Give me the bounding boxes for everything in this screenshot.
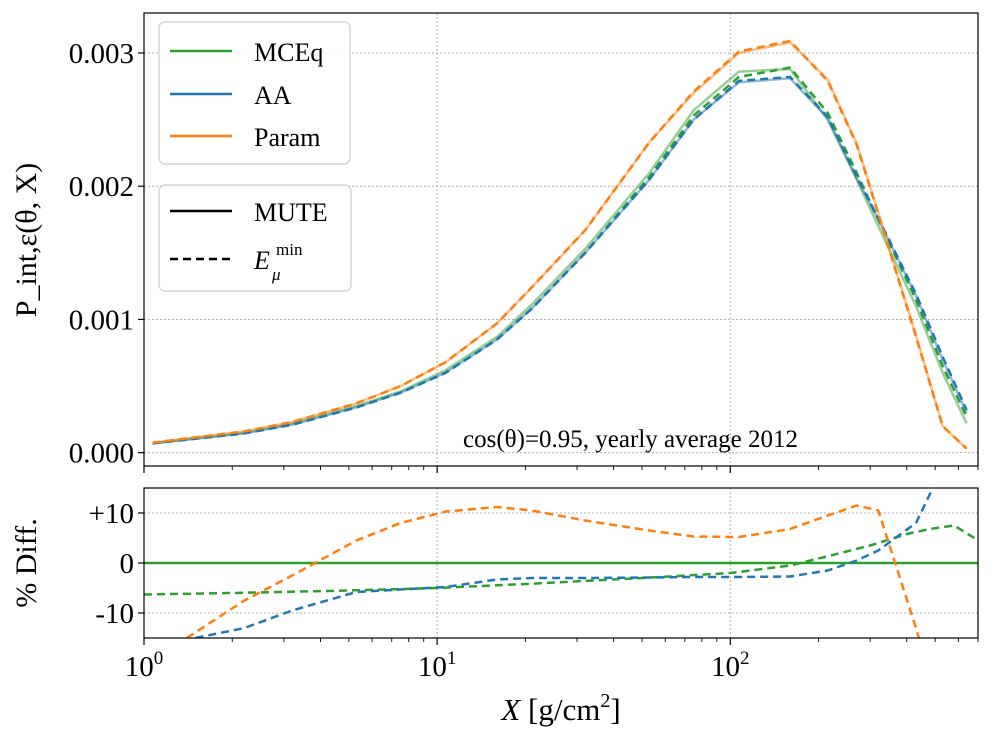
bottom-x-ticks: 100 101 102: [125, 638, 979, 683]
legend-models-box: [158, 21, 351, 165]
x-tick-label-1: 101: [418, 648, 457, 683]
x-axis-label-main: X [g/cm: [499, 692, 600, 727]
top-y-axis-label: P_int,ε(θ, X): [10, 163, 43, 317]
x-tick-label-base-1: 10: [418, 651, 447, 683]
top-y-tick-label-1: 0.001: [69, 304, 134, 336]
x-axis-label-sup: 2: [600, 690, 610, 712]
bottom-y-ticks: -10 0 +10: [89, 498, 144, 630]
x-tick-label-exp-2: 2: [740, 648, 750, 669]
x-tick-label-exp-1: 1: [447, 648, 457, 669]
bottom-panel: -100+10 100 101 102 % Diff. X [g/cm2]: [10, 487, 979, 727]
top-series-group: [152, 39, 968, 450]
legend-label-emin-sup: min: [276, 240, 303, 259]
legend-models: MCEq AA Param: [158, 21, 351, 165]
top-y-ticks: 0.000 0.001 0.002 0.003: [69, 38, 979, 473]
legend-label-emin: E: [253, 246, 270, 275]
bottom-series-param-emin: [186, 504, 921, 638]
top-y-tick-label-0: 0.000: [69, 438, 134, 470]
top-series-aa-emin: [152, 75, 968, 445]
legend-label-emin-sub: μ: [271, 265, 281, 284]
bottom-y-axis-label: % Diff.: [10, 518, 43, 607]
bottom-y-tick-label-0: -10: [95, 598, 134, 630]
legend-label-aa: AA: [254, 81, 292, 110]
bottom-y-tick-label-2: +10: [89, 498, 134, 530]
top-axes-frame: [143, 12, 979, 467]
bottom-y-tick-label-1: 0: [120, 548, 135, 580]
bottom-series-group: [144, 488, 978, 638]
bottom-series-aa-emin: [195, 488, 935, 638]
top-series-mceq-mute: [152, 67, 968, 445]
legend-styles: MUTE E min μ: [158, 184, 352, 292]
x-tick-label-base-2: 10: [711, 651, 740, 683]
x-tick-label-base-0: 10: [125, 651, 154, 683]
x-axis-label-variable: X: [499, 692, 521, 727]
bottom-series-mceq-emin: [144, 524, 975, 596]
top-y-tick-label-3: 0.003: [69, 38, 134, 70]
x-tick-label-2: 102: [711, 648, 750, 683]
x-axis-label-unit: [g/cm: [520, 692, 600, 727]
legend-label-mceq: MCEq: [254, 38, 323, 67]
legend-label-param: Param: [254, 123, 320, 152]
x-axis-label: X [g/cm2]: [499, 690, 620, 727]
x-tick-label-exp-0: 0: [154, 648, 164, 669]
x-tick-label-0: 100: [125, 648, 164, 683]
x-axis-label-end: ]: [610, 692, 620, 727]
top-panel: 0.000 0.001 0.002 0.003 P_int,ε(θ, X) cos(θ…: [10, 12, 979, 473]
legend-label-mute: MUTE: [254, 198, 328, 227]
annotation-text: cos(θ)=0.95, yearly average 2012: [463, 426, 798, 453]
top-y-tick-label-2: 0.002: [69, 171, 134, 203]
top-series-param-emin: [152, 39, 968, 450]
